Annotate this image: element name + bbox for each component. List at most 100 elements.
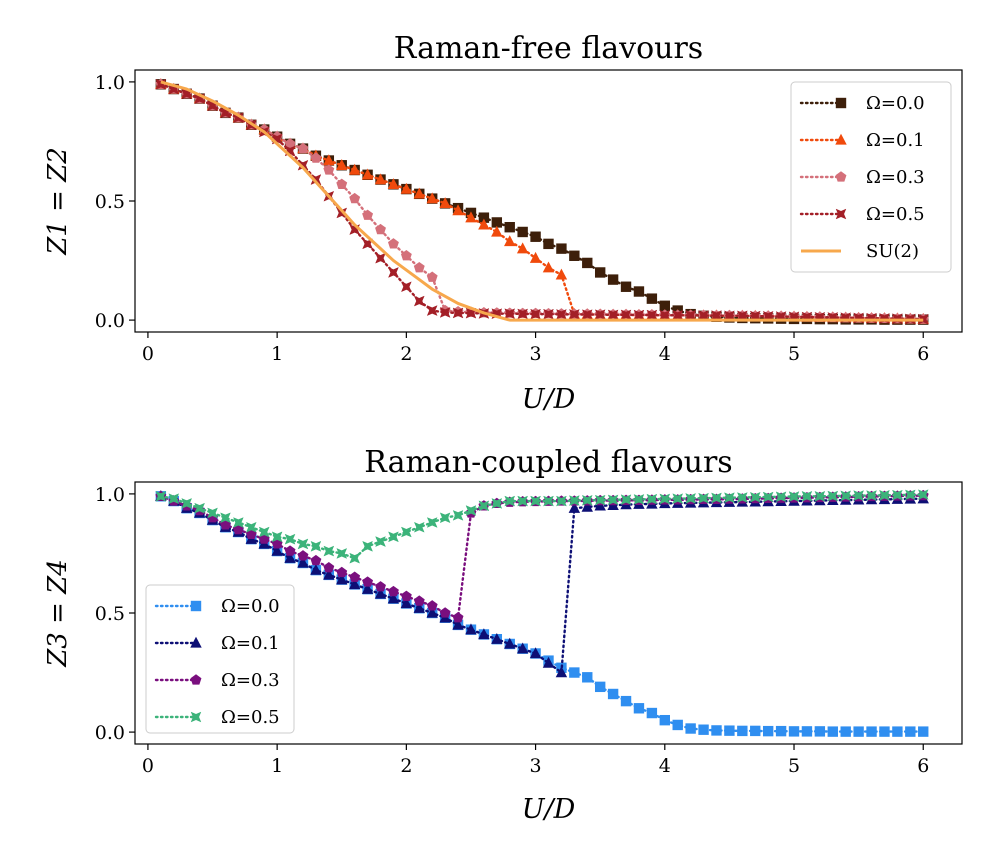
- y-axis-label: Z1 = Z2: [43, 147, 73, 256]
- data-point: [310, 554, 322, 566]
- data-point: [349, 192, 361, 204]
- data-point: [323, 568, 335, 580]
- x-tick-label: 6: [917, 755, 929, 777]
- y-axis-label: Z3 = Z4: [43, 559, 73, 668]
- data-point: [491, 225, 503, 237]
- data-point: [168, 493, 179, 504]
- data-point: [620, 309, 632, 321]
- data-point: [594, 267, 606, 278]
- data-point: [672, 719, 683, 731]
- data-point: [659, 493, 670, 505]
- data-point: [853, 490, 864, 501]
- data-point: [388, 585, 399, 597]
- data-point: [465, 505, 477, 516]
- legend-item: Ω=0.0: [799, 93, 925, 114]
- data-point: [659, 300, 670, 311]
- data-point: [685, 493, 696, 504]
- data-point: [375, 536, 386, 547]
- data-point: [633, 309, 645, 321]
- data-point: [918, 313, 929, 325]
- top-panel: Raman-free flavours 0 1 2 3 4 5 6 0.0 0.5 1.0 U/D Z1…: [43, 31, 963, 415]
- data-point: [374, 173, 387, 185]
- data-point: [892, 726, 903, 737]
- data-point: [698, 493, 709, 504]
- data-point: [439, 607, 451, 618]
- data-point: [555, 666, 568, 678]
- data-point: [827, 726, 838, 737]
- data-point: [543, 308, 554, 320]
- data-point: [491, 498, 502, 509]
- data-point: [530, 231, 541, 242]
- data-point: [918, 726, 929, 737]
- data-point: [516, 642, 529, 654]
- data-point: [427, 305, 438, 316]
- data-point: [659, 310, 670, 321]
- data-point: [465, 211, 477, 223]
- data-point: [323, 164, 335, 175]
- data-point: [814, 726, 826, 737]
- data-point: [452, 618, 464, 630]
- data-point: [620, 695, 632, 707]
- data-point: [866, 726, 877, 737]
- data-point: [323, 545, 334, 557]
- data-point: [155, 491, 166, 502]
- legend-item: SU(2): [801, 241, 919, 262]
- data-point: [620, 281, 632, 292]
- x-tick-label: 5: [788, 343, 800, 365]
- legend: Ω=0.0 Ω=0.1 Ω=0.3 Ω=0.5: [145, 584, 295, 734]
- data-point: [555, 268, 568, 280]
- data-point: [323, 154, 335, 166]
- data-point: [439, 197, 451, 209]
- data-point: [400, 182, 413, 194]
- x-tick-label: 3: [530, 343, 542, 365]
- legend-item: Ω=0.1: [799, 130, 925, 151]
- data-point: [607, 494, 619, 506]
- data-point: [918, 489, 929, 500]
- legend-marker: [835, 133, 847, 145]
- data-point: [374, 587, 387, 599]
- data-point: [427, 517, 438, 528]
- y-tick-label: 0.5: [95, 603, 125, 625]
- data-point: [827, 490, 838, 502]
- x-tick-label: 3: [530, 755, 542, 777]
- legend-label: Ω=0.1: [221, 633, 280, 654]
- data-point: [569, 667, 580, 678]
- data-point: [284, 138, 296, 149]
- data-point: [388, 531, 399, 542]
- data-point: [594, 681, 606, 693]
- chart-title: Raman-coupled flavours: [364, 445, 732, 480]
- data-point: [387, 178, 400, 190]
- data-point: [504, 495, 515, 507]
- data-point: [724, 310, 735, 321]
- data-point: [284, 534, 296, 545]
- data-point: [879, 490, 890, 501]
- data-point: [504, 637, 516, 649]
- data-point: [284, 551, 296, 563]
- data-point: [181, 498, 192, 509]
- x-tick-label: 0: [142, 755, 154, 777]
- data-point: [478, 628, 490, 640]
- data-point: [452, 612, 464, 623]
- data-point: [646, 493, 658, 505]
- data-point: [529, 647, 542, 659]
- legend-marker: [190, 636, 202, 648]
- data-point: [426, 192, 438, 204]
- data-point: [607, 309, 619, 321]
- data-point: [323, 562, 335, 573]
- data-point: [711, 725, 722, 736]
- data-point: [711, 492, 722, 504]
- data-point: [348, 578, 361, 590]
- data-point: [633, 703, 645, 714]
- data-point: [724, 725, 735, 736]
- data-point: [297, 142, 309, 154]
- data-point: [452, 510, 464, 521]
- data-point: [646, 309, 658, 321]
- data-point: [478, 212, 490, 223]
- data-point: [478, 218, 490, 230]
- data-point: [297, 556, 309, 568]
- data-point: [297, 160, 309, 171]
- data-point: [349, 571, 361, 582]
- data-point: [620, 494, 632, 505]
- data-point: [582, 309, 593, 320]
